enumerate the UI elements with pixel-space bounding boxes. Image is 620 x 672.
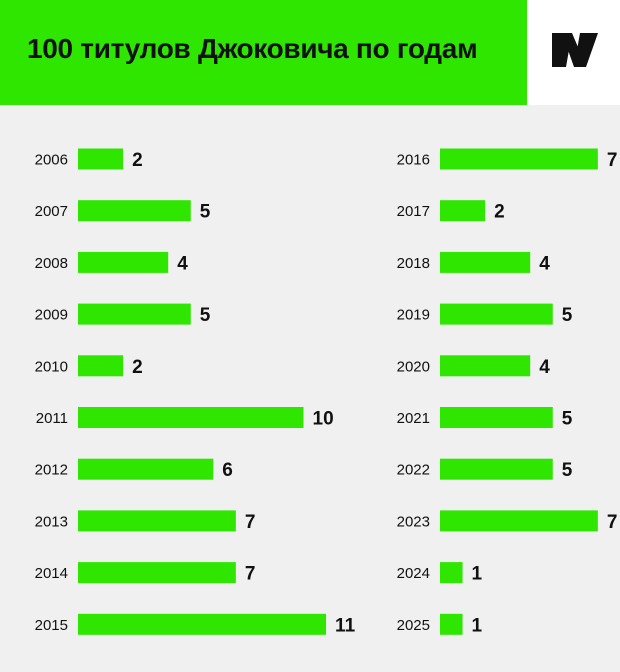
bar-group-2013: 2013 7 — [35, 510, 256, 533]
year-label: 2024 — [397, 565, 430, 582]
year-label: 2016 — [397, 152, 430, 169]
bar-group-2022: 2022 5 — [397, 458, 573, 481]
bar — [78, 458, 214, 480]
bar — [440, 303, 553, 325]
bar-group-2018: 2018 4 — [397, 251, 550, 274]
title-banner: 100 титулов Джоковича по годам — [0, 0, 527, 105]
year-label: 2022 — [397, 462, 430, 479]
year-label: 2008 — [35, 255, 68, 272]
bar — [78, 407, 304, 428]
bar — [440, 407, 553, 428]
bar-group-2009: 2009 5 — [35, 303, 211, 326]
year-label: 2020 — [397, 358, 430, 375]
bar — [78, 562, 236, 584]
bar — [440, 251, 531, 273]
bar-group-2025: 2025 1 — [397, 613, 483, 636]
bar — [440, 613, 463, 635]
bar-group-2007: 2007 5 — [35, 200, 211, 223]
value-label: 4 — [539, 357, 550, 378]
header: 100 титулов Джоковича по годам — [0, 0, 620, 105]
value-label: 4 — [539, 253, 550, 274]
value-label: 1 — [472, 564, 483, 585]
bar — [78, 355, 124, 377]
bar — [440, 458, 553, 480]
year-label: 2025 — [397, 617, 430, 634]
bar — [78, 251, 169, 273]
value-label: 1 — [472, 615, 483, 636]
bar — [78, 510, 236, 532]
bar-group-2024: 2024 1 — [397, 562, 483, 585]
bar-group-2008: 2008 4 — [35, 251, 188, 274]
value-label: 5 — [562, 409, 573, 430]
bar — [440, 562, 463, 584]
bar-chart: 2006 2 2007 5 2008 4 2009 5 2010 2 2011 10 2012 6 2013… — [35, 148, 618, 636]
value-label: 10 — [313, 409, 334, 430]
year-label: 2019 — [397, 307, 430, 324]
value-label: 11 — [335, 615, 356, 636]
value-label: 5 — [200, 305, 211, 326]
value-label: 7 — [245, 564, 256, 585]
value-label: 2 — [132, 357, 143, 378]
year-label: 2021 — [397, 410, 430, 427]
bar-group-2011: 2011 10 — [36, 407, 334, 430]
bar-group-2015: 2015 11 — [35, 613, 356, 636]
bar — [78, 613, 327, 635]
year-label: 2011 — [36, 410, 68, 427]
sports-ru-logo-icon — [552, 33, 598, 67]
value-label: 7 — [245, 512, 256, 533]
value-label: 7 — [607, 150, 618, 171]
value-label: 4 — [177, 253, 188, 274]
bar-group-2016: 2016 7 — [397, 148, 618, 171]
year-label: 2023 — [397, 513, 430, 530]
value-label: 2 — [132, 150, 143, 171]
bar-group-2019: 2019 5 — [397, 303, 573, 326]
year-label: 2006 — [35, 152, 68, 169]
bar-group-2020: 2020 4 — [397, 355, 550, 378]
bar — [440, 200, 486, 222]
year-label: 2017 — [397, 203, 430, 220]
bar — [440, 355, 531, 377]
value-label: 2 — [494, 202, 505, 223]
page-title: 100 титулов Джоковича по годам — [27, 33, 478, 64]
bar-group-2023: 2023 7 — [397, 510, 618, 533]
bar-group-2021: 2021 5 — [397, 407, 573, 430]
value-label: 7 — [607, 512, 618, 533]
bar — [440, 148, 598, 170]
year-label: 2014 — [35, 565, 68, 582]
bar-group-2012: 2012 6 — [35, 458, 233, 481]
year-label: 2018 — [397, 255, 430, 272]
year-label: 2013 — [35, 513, 68, 530]
year-label: 2015 — [35, 617, 68, 634]
bar-group-2006: 2006 2 — [35, 148, 143, 171]
bar — [78, 148, 124, 170]
year-label: 2012 — [35, 462, 68, 479]
bar-group-2014: 2014 7 — [35, 562, 256, 585]
value-label: 5 — [200, 202, 211, 223]
bar-group-2017: 2017 2 — [397, 200, 505, 223]
bar-group-2010: 2010 2 — [35, 355, 143, 378]
bar — [78, 200, 191, 222]
value-label: 6 — [222, 460, 233, 481]
value-label: 5 — [562, 305, 573, 326]
value-label: 5 — [562, 460, 573, 481]
year-label: 2010 — [35, 358, 68, 375]
year-label: 2007 — [35, 203, 68, 220]
bar — [78, 303, 191, 325]
year-label: 2009 — [35, 307, 68, 324]
bar — [440, 510, 598, 532]
